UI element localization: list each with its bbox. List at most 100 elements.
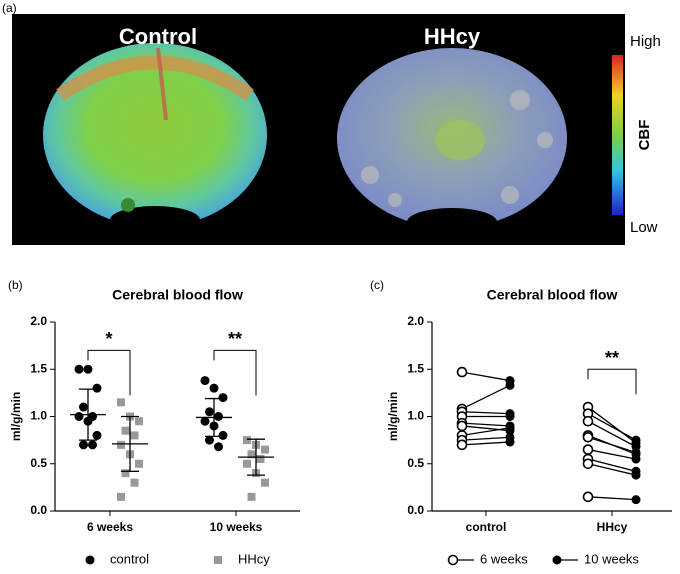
point (218, 430, 228, 440)
pair-line (461, 422, 511, 427)
point (505, 380, 515, 390)
point (505, 412, 515, 421)
y-tick-label: 1.0 (30, 409, 47, 423)
pair-line (461, 384, 511, 410)
point (456, 439, 468, 451)
point (205, 407, 214, 417)
point (243, 459, 251, 468)
significance-bracket (587, 368, 637, 395)
y-axis-title: ml/g/min (9, 392, 23, 441)
chart-title: Cerebral blood flow (112, 287, 243, 303)
pair-line (461, 371, 511, 382)
point (92, 430, 102, 440)
legend-label: 10 weeks (584, 551, 639, 566)
point (582, 458, 594, 470)
pair-line (587, 496, 637, 501)
point (631, 435, 641, 445)
pair-line (461, 436, 511, 441)
significance-label: * (105, 329, 112, 349)
pair-line (587, 463, 637, 476)
y-axis-title: ml/g/min (386, 392, 400, 441)
colorbar (612, 55, 623, 215)
y-tick-label: 2.0 (407, 314, 424, 328)
panel-label: (c) (370, 278, 384, 292)
point (631, 470, 641, 480)
y-tick-label: 1.0 (407, 409, 424, 423)
point (121, 469, 130, 478)
significance-bracket (87, 349, 131, 396)
point (117, 398, 125, 407)
point (243, 436, 251, 445)
y-tick-label: 0.5 (30, 456, 47, 470)
panel-label: (b) (8, 278, 23, 292)
x-tick-label: 10 weeks (210, 520, 263, 534)
y-tick-label: 0.0 (30, 503, 47, 517)
pair-line (587, 436, 637, 454)
colorbar-low: Low (630, 219, 658, 236)
point (79, 402, 88, 412)
image-label: HHcy (424, 24, 481, 49)
point (582, 431, 594, 443)
point (117, 492, 125, 501)
point (214, 442, 223, 452)
point (256, 455, 265, 464)
point (261, 445, 269, 454)
legend-marker (447, 554, 459, 566)
x-tick-label: 6 weeks (87, 520, 133, 534)
point (83, 364, 93, 374)
point (88, 440, 97, 450)
y-tick-label: 2.0 (30, 314, 47, 328)
point (247, 492, 256, 501)
image-label: Control (119, 24, 197, 49)
point (74, 412, 84, 421)
pair-line (587, 448, 637, 460)
point (209, 383, 219, 393)
colorbar-high: High (630, 33, 661, 50)
point (130, 478, 139, 487)
legend-label: 6 weeks (480, 551, 528, 566)
colorbar-title: CBF (636, 120, 653, 151)
point (582, 491, 594, 503)
point (200, 376, 210, 386)
brain-hhcy (337, 48, 567, 236)
y-tick-label: 0.5 (407, 456, 424, 470)
point (214, 412, 223, 421)
panel-label: (a) (2, 1, 17, 15)
point (218, 393, 228, 403)
significance-bracket (213, 349, 257, 396)
pair-line (587, 406, 637, 444)
point (130, 431, 139, 440)
pair-line (587, 420, 637, 448)
point (200, 416, 210, 426)
legend-label: control (110, 551, 149, 566)
point (74, 364, 84, 374)
point (505, 423, 515, 433)
point (261, 478, 269, 487)
point (582, 415, 594, 427)
point (247, 450, 256, 459)
pair-line (461, 425, 511, 432)
point (456, 420, 468, 432)
pair-line (587, 413, 637, 441)
pair-line (461, 441, 511, 446)
x-tick-label: control (466, 520, 507, 534)
x-tick-label: HHcy (597, 520, 628, 534)
point (121, 426, 130, 435)
point (631, 454, 641, 464)
brain-control (43, 43, 267, 234)
y-tick-label: 1.5 (30, 361, 47, 375)
legend-marker (85, 555, 95, 565)
pair-line (461, 411, 511, 415)
legend-label: HHcy (238, 551, 270, 566)
point (505, 437, 515, 447)
legend-marker (214, 556, 222, 564)
pair-line (461, 427, 511, 437)
legend-marker (552, 555, 562, 565)
y-tick-label: 1.5 (407, 361, 424, 375)
pair-line (587, 458, 637, 472)
chart-title: Cerebral blood flow (487, 287, 618, 303)
point (79, 440, 88, 450)
significance-label: ** (228, 329, 242, 349)
point (135, 459, 143, 468)
